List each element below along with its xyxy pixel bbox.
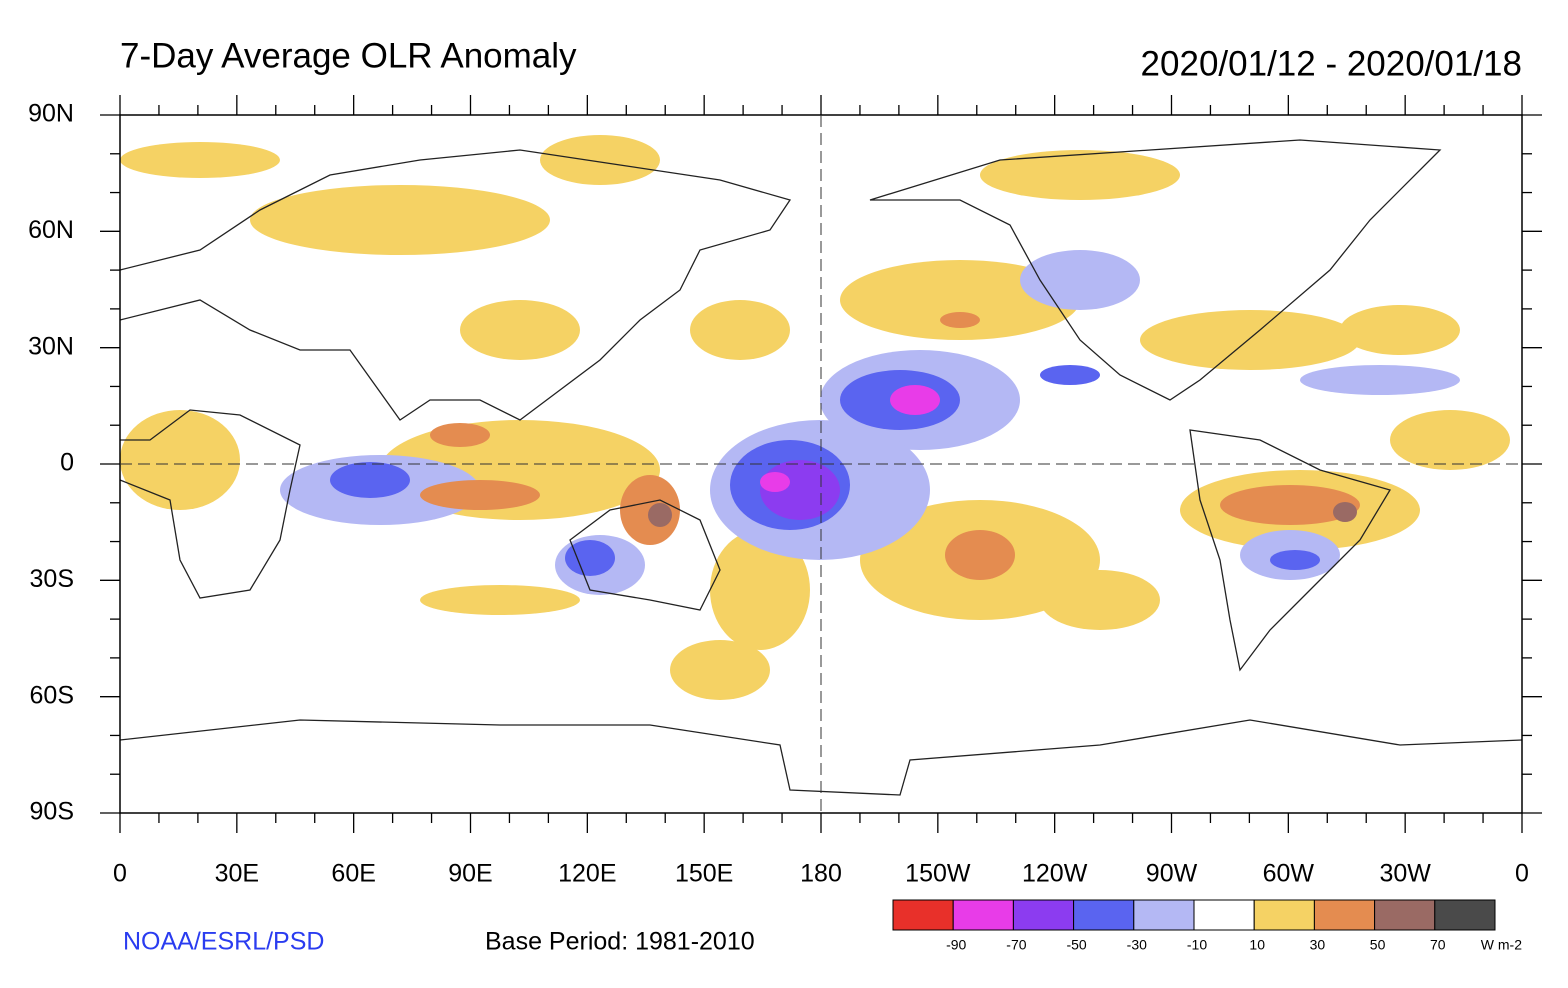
lat-label: 0 <box>60 449 74 477</box>
anomaly-blob <box>460 300 580 360</box>
colorbar-label: -90 <box>946 937 966 953</box>
lon-label: 30W <box>1379 860 1431 888</box>
colorbar-unit: W m-2 <box>1481 937 1522 953</box>
colorbar-swatch <box>892 899 954 931</box>
anomaly-blob <box>540 135 660 185</box>
anomaly-blob <box>1020 250 1140 310</box>
lon-label: 90E <box>448 860 492 888</box>
anomaly-blob <box>890 385 940 415</box>
lon-label: 120E <box>558 860 616 888</box>
colorbar-swatch <box>1253 899 1315 931</box>
colorbar-label: 50 <box>1370 937 1386 953</box>
lon-label: 60E <box>331 860 375 888</box>
lat-label: 30N <box>28 332 74 360</box>
credit: NOAA/ESRL/PSD <box>123 928 324 956</box>
africa <box>119 409 301 599</box>
base-period: Base Period: 1981-2010 <box>485 928 755 956</box>
anomaly-blob <box>1333 502 1357 522</box>
anomaly-blob <box>120 410 240 510</box>
colorbar-swatch <box>1374 899 1436 931</box>
date-range: 2020/01/12 - 2020/01/18 <box>1141 44 1522 83</box>
anomaly-fields <box>120 135 1510 700</box>
antarctica <box>119 719 1523 796</box>
anomaly-blob <box>648 503 672 527</box>
anomaly-blob <box>945 530 1015 580</box>
lon-label: 0 <box>1515 860 1529 888</box>
anomaly-blob <box>670 640 770 700</box>
colorbar-swatch <box>1073 899 1135 931</box>
anomaly-blob <box>1140 310 1360 370</box>
lon-label: 150E <box>675 860 733 888</box>
lat-label: 60N <box>28 216 74 244</box>
anomaly-blob <box>1220 485 1360 525</box>
north-america <box>869 139 1442 401</box>
anomaly-blob <box>760 472 790 492</box>
anomaly-blob <box>250 185 550 255</box>
anomaly-blob <box>330 462 410 498</box>
colorbar-swatch <box>1313 899 1376 931</box>
anomaly-blob <box>1340 305 1460 355</box>
lat-label: 90N <box>28 100 74 128</box>
coastlines <box>119 139 1523 796</box>
anomaly-blob <box>420 480 540 510</box>
colorbar-label: -70 <box>1006 937 1026 953</box>
anomaly-blob <box>1040 570 1160 630</box>
anomaly-blob <box>1040 365 1100 385</box>
colorbar-swatch <box>1434 899 1496 931</box>
anomaly-blob <box>1390 410 1510 470</box>
lat-label: 60S <box>30 681 74 709</box>
eurasia <box>119 149 792 421</box>
lat-label: 30S <box>30 565 74 593</box>
colorbar-swatch <box>952 899 1014 931</box>
australia <box>569 499 721 611</box>
lat-label: 90S <box>30 798 74 826</box>
lon-label: 30E <box>215 860 259 888</box>
colorbar-swatch <box>1012 899 1075 931</box>
colorbar-label: 30 <box>1310 937 1326 953</box>
anomaly-blob <box>565 540 615 576</box>
lon-label: 120W <box>1022 860 1088 888</box>
colorbar-label: -50 <box>1066 937 1086 953</box>
colorbar-swatch <box>1133 899 1195 931</box>
anomaly-blob <box>430 423 490 447</box>
anomaly-blob <box>1300 365 1460 395</box>
anomaly-blob <box>710 530 810 650</box>
colorbar-label: 70 <box>1430 937 1446 953</box>
anomaly-blob <box>1270 550 1320 570</box>
title: 7-Day Average OLR Anomaly <box>120 36 577 75</box>
colorbar-label: 10 <box>1249 937 1265 953</box>
anomaly-blob <box>980 150 1180 200</box>
lon-label: 180 <box>800 860 842 888</box>
axes <box>100 95 1542 833</box>
anomaly-blob <box>120 142 280 178</box>
lon-label: 90W <box>1146 860 1198 888</box>
anomaly-blob <box>690 300 790 360</box>
lon-label: 150W <box>905 860 971 888</box>
lon-label: 60W <box>1263 860 1315 888</box>
colorbar-label: -10 <box>1187 937 1207 953</box>
anomaly-blob <box>940 312 980 328</box>
lon-label: 0 <box>113 860 127 888</box>
colorbar-label: -30 <box>1127 937 1147 953</box>
anomaly-blob <box>420 585 580 615</box>
colorbar-swatch <box>1193 899 1255 931</box>
south-america <box>1189 429 1391 672</box>
